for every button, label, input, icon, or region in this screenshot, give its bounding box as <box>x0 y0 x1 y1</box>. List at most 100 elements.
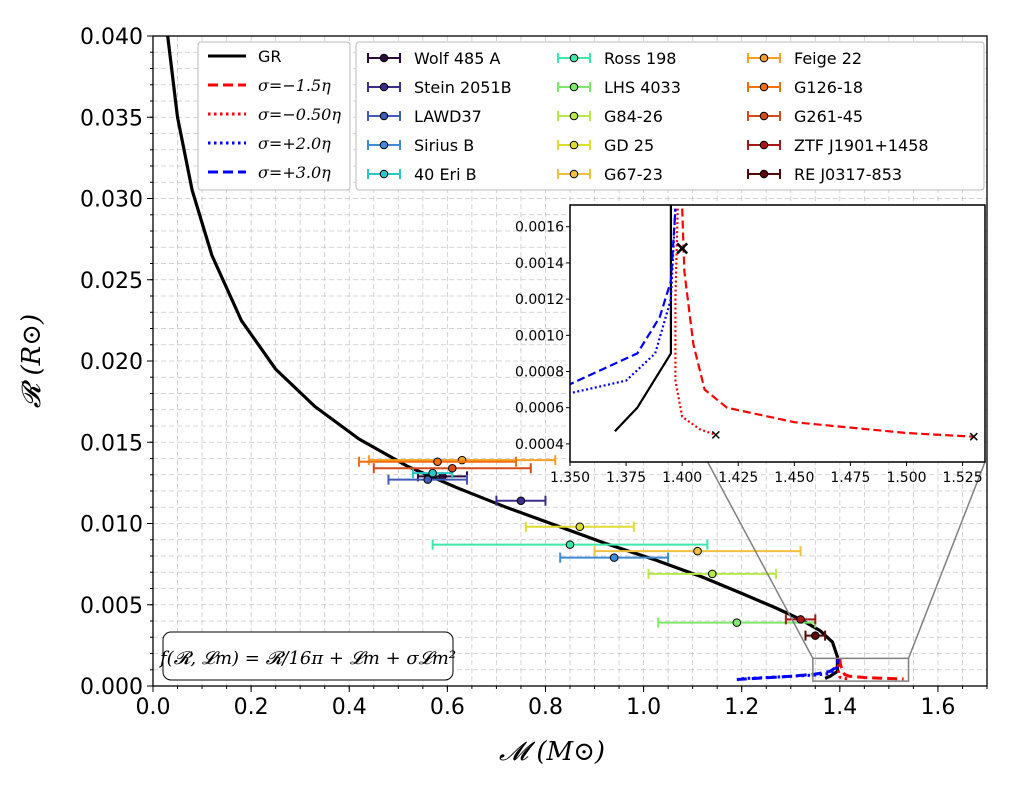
legend-marker <box>759 82 769 92</box>
inset-x-tick-label: 1.350 <box>550 470 590 486</box>
legend-label: GR <box>258 47 282 66</box>
x-axis-label: 𝓜 (M⊙) <box>499 737 605 767</box>
legend-label: G261-45 <box>794 107 863 126</box>
formula-text: f(𝓡, 𝓛m) = 𝓡/16π + 𝓛m + σ𝓛m² <box>158 648 456 669</box>
legend-marker <box>759 140 769 150</box>
inset-marker <box>711 430 720 439</box>
inset-x-tick-label: 1.400 <box>662 470 702 486</box>
legend-label: Sirius B <box>414 136 474 155</box>
x-tick-label: 0.2 <box>234 695 269 720</box>
legend-label: σ=−0.50η <box>258 105 341 124</box>
y-tick-label: 0.015 <box>80 431 143 456</box>
star-legend: Wolf 485 A Stein 2051B LAWD37 Sirius B 40 Er… <box>355 41 985 191</box>
inset-y-tick-label: 0.0004 <box>515 437 564 453</box>
data-point-LAWD37 <box>423 475 433 484</box>
zoom-box <box>812 657 910 682</box>
y-tick-label: 0.035 <box>80 106 143 131</box>
data-point-40 Eri B <box>428 468 437 478</box>
legend-label: GD 25 <box>604 136 654 155</box>
legend-marker <box>569 111 579 121</box>
legend-label: ZTF J1901+1458 <box>794 136 929 155</box>
series-line-σ=+3.0η <box>736 658 840 681</box>
formula-annotation: f(𝓡, 𝓛m) = 𝓡/16π + 𝓛m + σ𝓛m² <box>158 631 456 681</box>
formula-box <box>162 631 454 681</box>
x-tick-label: 0.4 <box>332 695 367 720</box>
inset-x-tick-label: 1.375 <box>606 470 646 486</box>
inset-border <box>569 204 986 463</box>
inset-marker <box>676 242 689 255</box>
legend-marker <box>569 53 579 63</box>
inset-series-σ=+3.0η <box>570 208 677 386</box>
legend-label: LAWD37 <box>414 107 482 126</box>
data-point-Feige 22 <box>457 455 467 465</box>
legend-label: G126-18 <box>794 78 863 97</box>
curve-legend-box <box>197 41 351 191</box>
inset-axes: 1.350 1.375 1.400 1.425 1.450 1.475 1.500 1.525… <box>515 220 983 486</box>
x-tick-label: 1.2 <box>724 695 759 720</box>
legend-marker <box>379 169 389 179</box>
inset-x-tick-label: 1.525 <box>943 470 983 486</box>
legend-label: Ross 198 <box>604 49 676 68</box>
legend-label: 40 Eri B <box>414 165 477 184</box>
y-axis-label: 𝓡 (R⊙) <box>17 314 47 408</box>
x-tick-label: 0.0 <box>136 695 171 720</box>
legend-label: LHS 4033 <box>604 78 681 97</box>
inset-y-tick-label: 0.0010 <box>515 328 564 344</box>
y-axis: 0.000 0.005 0.010 0.015 0.020 0.025 0.030 0.035… <box>80 25 153 700</box>
inset-y-tick-label: 0.0012 <box>515 292 564 308</box>
legend-label: RE J0317-853 <box>794 165 902 184</box>
data-point-Sirius B <box>609 553 619 562</box>
curve-legend: GR σ=−1.5η σ=−0.50η σ=+2.0η σ=+3.0η <box>197 41 351 191</box>
x-tick-label: 1.6 <box>920 695 955 720</box>
y-tick-label: 0.020 <box>80 350 143 375</box>
x-tick-label: 0.6 <box>430 695 465 720</box>
inset-x-tick-label: 1.475 <box>830 470 870 486</box>
inset-y-tick-label: 0.0014 <box>515 256 564 272</box>
inset-plot-area <box>570 205 978 441</box>
legend-label: σ=+2.0η <box>258 134 331 153</box>
inset-y-tick-label: 0.0016 <box>515 220 564 236</box>
series-line-σ=−0.50η <box>836 658 848 681</box>
data-point-G67-23 <box>693 546 702 556</box>
x-tick-label: 0.8 <box>528 695 563 720</box>
legend-marker <box>569 82 579 92</box>
legend-marker <box>379 82 389 92</box>
inset-series-σ=−0.50η <box>674 208 717 436</box>
data-point-GD 25 <box>575 522 585 532</box>
y-tick-label: 0.000 <box>80 675 143 700</box>
legend-marker <box>569 169 579 179</box>
legend-label: Wolf 485 A <box>414 49 500 68</box>
series-line-σ=−1.5η <box>838 658 904 681</box>
data-point-Ross 198 <box>565 540 575 549</box>
data-point-ZTF J1901+1458 <box>796 615 805 624</box>
zoom-connector <box>907 461 986 659</box>
legend-marker <box>379 53 389 63</box>
y-tick-label: 0.030 <box>80 188 143 213</box>
y-tick-label: 0.010 <box>80 513 143 538</box>
legend-label: σ=+3.0η <box>258 163 331 182</box>
legend-label: G84-26 <box>604 107 663 126</box>
legend-label: Stein 2051B <box>414 78 512 97</box>
data-point-Stein 2051B <box>516 496 526 506</box>
inset-frame <box>569 204 986 463</box>
legend-marker <box>379 140 389 150</box>
legend-marker <box>759 111 769 121</box>
plot-area <box>166 36 904 681</box>
x-tick-label: 1.4 <box>822 695 857 720</box>
legend-label: σ=−1.5η <box>258 76 331 95</box>
inset-x-tick-label: 1.450 <box>774 470 814 486</box>
x-tick-label: 1.0 <box>626 695 661 720</box>
legend-marker <box>759 169 769 179</box>
data-point-LHS 4033 <box>732 618 742 627</box>
legend-label: G67-23 <box>604 165 663 184</box>
series-line-GR <box>166 36 840 680</box>
y-tick-label: 0.025 <box>80 269 143 294</box>
star-legend-box <box>355 41 985 191</box>
inset-series-σ=+2.0η <box>570 208 677 395</box>
data-point-G261-45 <box>447 463 457 473</box>
inset-series-σ=−1.5η <box>681 208 974 438</box>
inset-y-tick-label: 0.0006 <box>515 401 564 417</box>
data-point-G126-18 <box>433 457 442 467</box>
x-axis: 0.0 0.2 0.4 0.6 0.8 1.0 1.2 1.4 1.6 <box>136 686 988 720</box>
